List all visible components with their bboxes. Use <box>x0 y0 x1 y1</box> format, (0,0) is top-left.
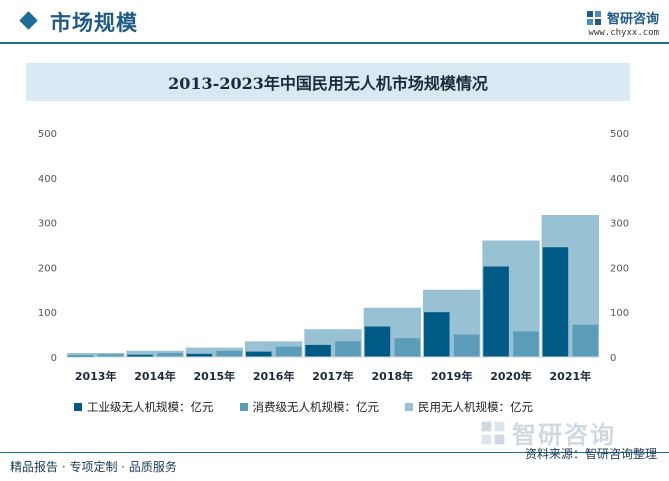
chart-title: 2013-2023年中国民用无人机市场规模情况 <box>168 74 488 93</box>
bar-consumer <box>394 338 420 357</box>
x-tick-label: 2015年 <box>194 369 236 383</box>
x-tick-label: 2016年 <box>253 369 295 383</box>
page-title: 市场规模 <box>50 11 138 35</box>
x-tick-label: 2014年 <box>134 369 176 383</box>
chart-legend: 工业级无人机规模：亿元 消费级无人机规模：亿元 民用无人机规模：亿元 <box>74 399 533 415</box>
legend-item-consumer: 消费级无人机规模：亿元 <box>239 399 380 415</box>
y-tick-label-right: 300 <box>610 219 629 230</box>
bar-consumer <box>97 354 124 357</box>
legend-label-civil: 民用无人机规模：亿元 <box>418 400 533 414</box>
bar-industrial <box>305 344 331 357</box>
y-tick-label-left: 500 <box>38 129 57 140</box>
legend-item-civil: 民用无人机规模：亿元 <box>405 399 533 415</box>
header-divider <box>0 42 669 44</box>
bar-industrial <box>542 247 569 357</box>
footer-source: 资料来源：智研咨询整理 <box>524 447 657 461</box>
bar-civil <box>185 347 243 357</box>
bar-industrial <box>483 266 509 357</box>
x-tick-label: 2020年 <box>490 369 532 383</box>
x-tick-label: 2019年 <box>431 369 473 383</box>
page-header: 市场规模 智研咨询 www.chyxx.com <box>0 0 669 46</box>
bar-consumer <box>275 346 302 357</box>
legend-swatch-industrial <box>74 403 82 411</box>
y-tick-label-right: 500 <box>610 129 629 140</box>
legend-label-consumer: 消费级无人机规模：亿元 <box>252 400 380 414</box>
y-tick-label-left: 100 <box>38 308 57 319</box>
bar-civil <box>126 350 184 357</box>
chart-title-band: 2013-2023年中国民用无人机市场规模情况 <box>26 63 630 101</box>
footer-tagline: 精品报告 · 专项定制 · 品质服务 <box>10 460 177 474</box>
y-tick-label-right: 200 <box>610 263 629 274</box>
legend-label-industrial: 工业级无人机规模：亿元 <box>87 400 214 414</box>
x-tick-label: 2017年 <box>312 369 354 383</box>
x-tick-label: 2021年 <box>550 369 592 383</box>
bar-consumer <box>572 324 598 357</box>
brand-url[interactable]: www.chyxx.com <box>588 28 659 38</box>
bar-consumer <box>157 352 183 357</box>
bar-consumer <box>513 331 539 357</box>
x-tick-label: 2018年 <box>372 369 414 383</box>
bar-industrial <box>68 355 94 357</box>
bar-consumer <box>335 341 361 357</box>
bar-consumer <box>453 334 480 357</box>
watermark-text: 智研咨询 <box>512 421 616 449</box>
footer-divider <box>0 452 669 453</box>
y-tick-label-left: 0 <box>51 353 57 364</box>
bar-civil <box>67 352 125 357</box>
y-tick-label-left: 200 <box>38 263 57 274</box>
bar-industrial <box>127 354 153 357</box>
bar-consumer <box>216 350 242 357</box>
legend-swatch-consumer <box>239 403 248 411</box>
y-tick-label-left: 300 <box>38 219 57 230</box>
bar-industrial <box>186 353 213 357</box>
x-tick-label: 2013年 <box>75 369 117 383</box>
bar-industrial <box>364 326 391 357</box>
watermark-logo-icon <box>481 421 505 444</box>
y-tick-label-right: 0 <box>610 353 616 364</box>
bar-industrial <box>246 351 272 357</box>
brand: 智研咨询 www.chyxx.com <box>586 8 659 38</box>
legend-swatch-civil <box>405 403 413 411</box>
legend-item-industrial: 工业级无人机规模：亿元 <box>74 399 214 415</box>
bar-industrial <box>424 312 450 357</box>
y-tick-label-right: 100 <box>610 308 629 319</box>
brand-name: 智研咨询 <box>606 12 659 27</box>
watermark: 智研咨询 <box>480 415 616 450</box>
y-tick-label-right: 400 <box>610 174 629 185</box>
y-tick-label-left: 400 <box>38 174 57 185</box>
brand-logo-icon <box>586 10 601 25</box>
